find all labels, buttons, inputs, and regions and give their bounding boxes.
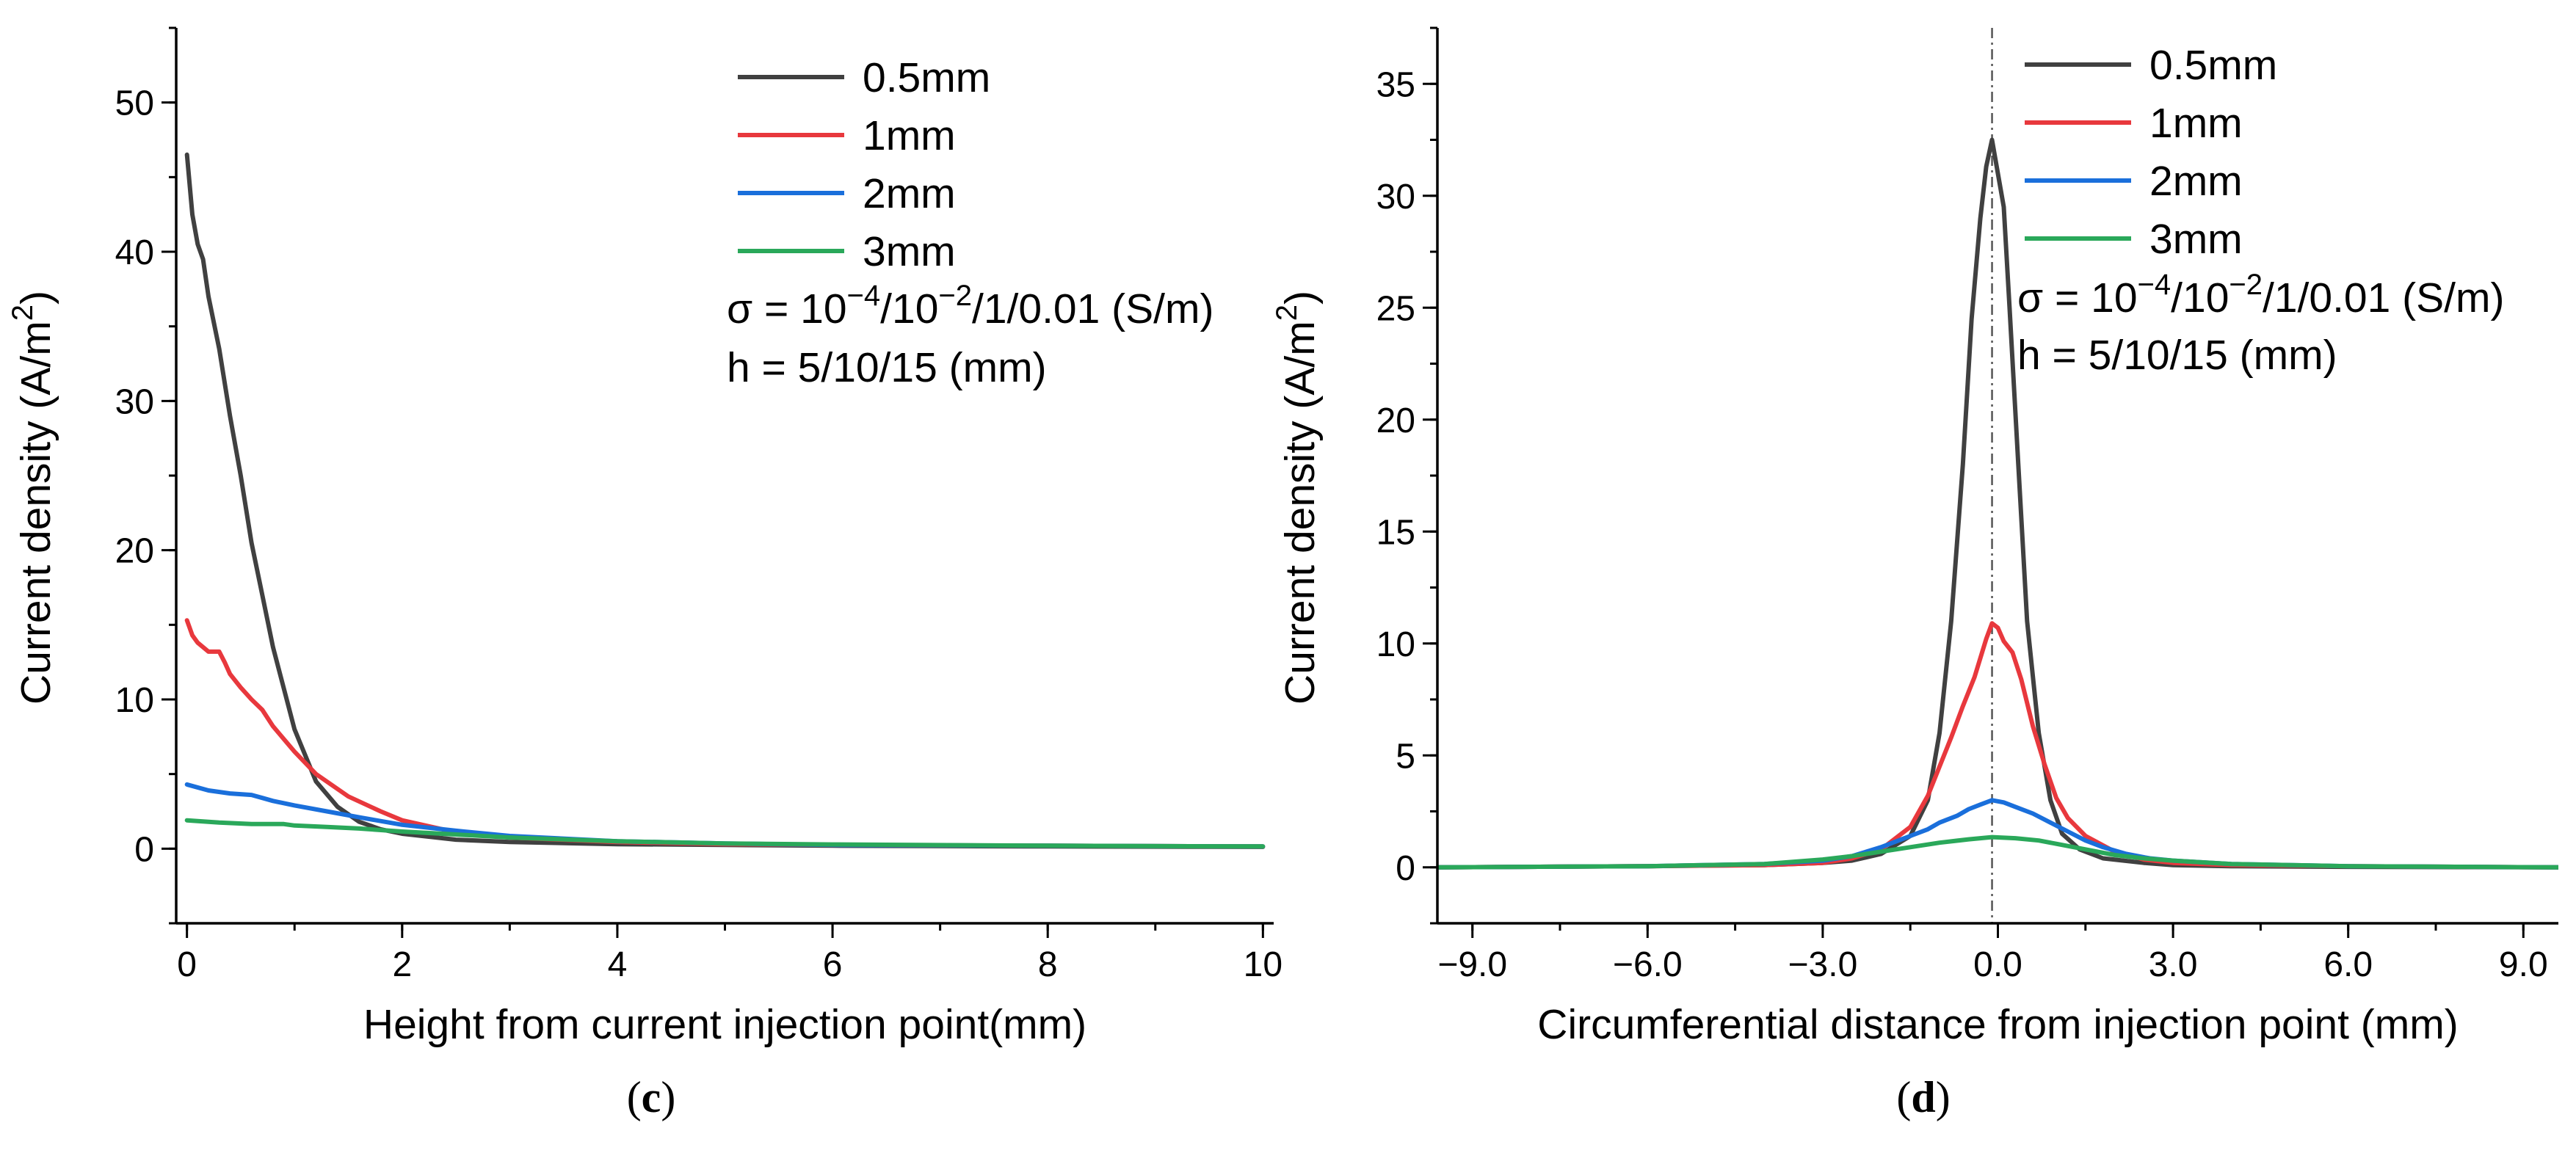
x-tick-label: −6.0 <box>1613 945 1683 984</box>
y-tick-label: 10 <box>115 681 154 720</box>
panel-caption: (c) <box>627 1073 676 1121</box>
caption-paren: ( <box>627 1073 642 1121</box>
x-tick-label: 10 <box>1244 945 1282 984</box>
legend-label: 3mm <box>2149 216 2243 263</box>
y-tick-label: 50 <box>115 84 154 123</box>
y-tick-label: 30 <box>115 382 154 421</box>
annotation-sigma: σ = 10−4/10−2/1/0.01 (S/m) <box>2017 269 2504 321</box>
x-axis-label: Height from current injection point(mm) <box>363 1001 1086 1048</box>
annotation-superscript: −2 <box>2229 269 2263 301</box>
y-axis-label-superscript: 2 <box>1271 305 1303 321</box>
x-tick-label: 8 <box>1038 945 1058 984</box>
y-tick-label: 10 <box>1376 625 1415 664</box>
annotation-part: /1/0.01 (S/m) <box>972 285 1213 332</box>
y-tick-label: 30 <box>1376 178 1415 217</box>
caption-paren: ) <box>1936 1073 1951 1121</box>
x-tick-label: 6 <box>823 945 843 984</box>
x-tick-label: 4 <box>608 945 628 984</box>
y-axis-label-text: Current density (A/m <box>12 321 59 705</box>
y-tick-label: 0 <box>1396 849 1415 888</box>
legend-label: 0.5mm <box>863 54 990 101</box>
y-tick-label: 25 <box>1376 289 1415 328</box>
legend-label: 3mm <box>863 228 956 275</box>
y-tick-label: 40 <box>115 233 154 272</box>
annotation-height: h = 5/10/15 (mm) <box>727 344 1047 391</box>
annotation-sigma: σ = 10−4/10−2/1/0.01 (S/m) <box>727 280 1213 332</box>
x-tick-label: 2 <box>392 945 412 984</box>
y-tick-label: 0 <box>134 830 154 869</box>
annotation-height: h = 5/10/15 (mm) <box>2017 332 2337 379</box>
annotation-part: σ = 10 <box>2017 274 2138 321</box>
legend-label: 0.5mm <box>2149 42 2277 89</box>
annotation-part: /10 <box>2171 274 2229 321</box>
chart-panel-c: 0 2 4 6 8 10 0 10 20 30 40 50 Height from current in… <box>7 26 1282 1121</box>
legend-label: 1mm <box>863 112 956 159</box>
x-tick-label: 0.0 <box>1973 945 2022 984</box>
y-axis-label-close: ) <box>12 291 59 305</box>
legend-label: 2mm <box>2149 158 2243 205</box>
chart-panel-d: −9.0 −6.0 −3.0 0.0 3.0 6.0 9.0 0 5 10 15 20 25 30 35 Ci… <box>1271 26 2558 1121</box>
y-tick-label: 20 <box>115 532 154 571</box>
x-tick-label: 9.0 <box>2499 945 2548 984</box>
caption-paren: ( <box>1896 1073 1911 1121</box>
legend-label: 2mm <box>863 170 956 217</box>
annotation-superscript: −2 <box>938 280 972 312</box>
y-axis-label: Current density (A/m2) <box>1271 291 1324 705</box>
y-axis-label-text: Current density (A/m <box>1277 321 1324 705</box>
caption-letter: c <box>642 1073 661 1121</box>
y-tick-label: 5 <box>1396 737 1415 776</box>
panel-caption: (d) <box>1896 1073 1950 1121</box>
y-axis-label: Current density (A/m2) <box>7 291 59 705</box>
y-tick-label: 35 <box>1376 65 1415 104</box>
x-tick-label: −9.0 <box>1437 945 1507 984</box>
y-axis-label-superscript: 2 <box>7 305 39 321</box>
annotation-superscript: −4 <box>2138 269 2172 301</box>
series-line-3mm <box>184 818 1266 849</box>
x-tick-label: 0 <box>177 945 197 984</box>
caption-paren: ) <box>661 1073 675 1121</box>
series-line-3mm <box>1437 834 2558 870</box>
series-line-0_5mm <box>1437 137 2558 870</box>
x-tick-label: 6.0 <box>2323 945 2373 984</box>
caption-letter: d <box>1911 1073 1935 1121</box>
annotation-part: /1/0.01 (S/m) <box>2263 274 2504 321</box>
annotation-superscript: −4 <box>847 280 881 312</box>
x-axis-label: Circumferential distance from injection … <box>1537 1001 2458 1048</box>
annotation-part: /10 <box>880 285 938 332</box>
annotation-part: σ = 10 <box>727 285 847 332</box>
y-axis-label-close: ) <box>1277 291 1324 305</box>
y-tick-label: 20 <box>1376 401 1415 440</box>
x-tick-label: −3.0 <box>1788 945 1858 984</box>
y-tick-label: 15 <box>1376 513 1415 552</box>
x-tick-label: 3.0 <box>2149 945 2198 984</box>
legend-label: 1mm <box>2149 100 2243 147</box>
